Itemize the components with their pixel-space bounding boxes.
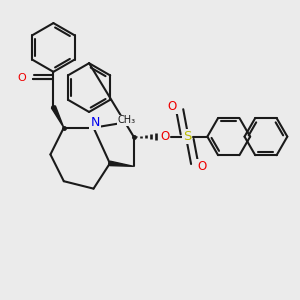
Text: N: N (90, 116, 100, 129)
Text: O: O (197, 160, 207, 173)
Text: CH₃: CH₃ (118, 115, 136, 125)
Text: O: O (17, 73, 26, 83)
Polygon shape (51, 106, 64, 128)
Text: O: O (168, 100, 177, 113)
Text: O: O (160, 130, 170, 142)
Polygon shape (110, 161, 134, 166)
Text: S: S (183, 130, 191, 143)
